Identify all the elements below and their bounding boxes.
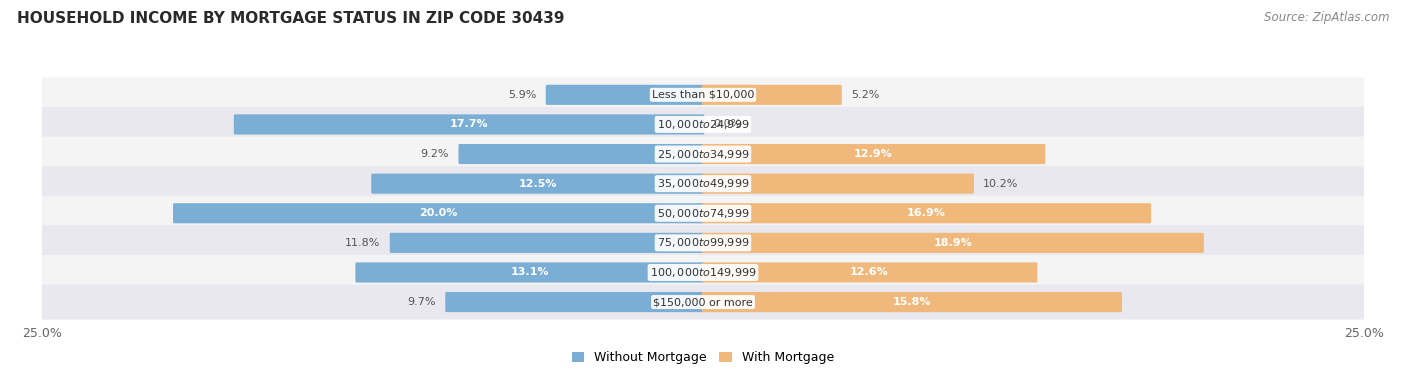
FancyBboxPatch shape	[389, 233, 704, 253]
FancyBboxPatch shape	[25, 77, 1381, 112]
FancyBboxPatch shape	[702, 174, 974, 194]
Text: $100,000 to $149,999: $100,000 to $149,999	[650, 266, 756, 279]
Legend: Without Mortgage, With Mortgage: Without Mortgage, With Mortgage	[567, 346, 839, 369]
FancyBboxPatch shape	[25, 285, 1381, 319]
Text: Less than $10,000: Less than $10,000	[652, 90, 754, 100]
Text: 11.8%: 11.8%	[344, 238, 381, 248]
FancyBboxPatch shape	[702, 144, 1045, 164]
Text: HOUSEHOLD INCOME BY MORTGAGE STATUS IN ZIP CODE 30439: HOUSEHOLD INCOME BY MORTGAGE STATUS IN Z…	[17, 11, 564, 26]
Text: $25,000 to $34,999: $25,000 to $34,999	[657, 147, 749, 161]
Text: $10,000 to $24,999: $10,000 to $24,999	[657, 118, 749, 131]
Text: $35,000 to $49,999: $35,000 to $49,999	[657, 177, 749, 190]
FancyBboxPatch shape	[356, 262, 704, 282]
FancyBboxPatch shape	[371, 174, 704, 194]
Text: 15.8%: 15.8%	[893, 297, 931, 307]
Text: $50,000 to $74,999: $50,000 to $74,999	[657, 207, 749, 220]
Text: 12.6%: 12.6%	[851, 268, 889, 277]
Text: 5.9%: 5.9%	[508, 90, 537, 100]
Text: 9.2%: 9.2%	[420, 149, 450, 159]
Text: 9.7%: 9.7%	[408, 297, 436, 307]
FancyBboxPatch shape	[25, 136, 1381, 172]
Text: Source: ZipAtlas.com: Source: ZipAtlas.com	[1264, 11, 1389, 24]
FancyBboxPatch shape	[173, 203, 704, 223]
FancyBboxPatch shape	[702, 292, 1122, 312]
FancyBboxPatch shape	[446, 292, 704, 312]
Text: 17.7%: 17.7%	[450, 119, 488, 129]
Text: 20.0%: 20.0%	[419, 208, 458, 218]
Text: 0.0%: 0.0%	[714, 119, 742, 129]
Text: $150,000 or more: $150,000 or more	[654, 297, 752, 307]
Text: 18.9%: 18.9%	[934, 238, 972, 248]
Text: 5.2%: 5.2%	[851, 90, 879, 100]
FancyBboxPatch shape	[25, 225, 1381, 260]
Text: 13.1%: 13.1%	[510, 268, 550, 277]
Text: 12.9%: 12.9%	[853, 149, 893, 159]
Text: 10.2%: 10.2%	[983, 179, 1018, 189]
FancyBboxPatch shape	[702, 203, 1152, 223]
FancyBboxPatch shape	[546, 85, 704, 105]
FancyBboxPatch shape	[458, 144, 704, 164]
Text: $75,000 to $99,999: $75,000 to $99,999	[657, 236, 749, 249]
FancyBboxPatch shape	[702, 262, 1038, 282]
FancyBboxPatch shape	[25, 107, 1381, 142]
FancyBboxPatch shape	[233, 115, 704, 135]
FancyBboxPatch shape	[702, 233, 1204, 253]
Text: 16.9%: 16.9%	[907, 208, 946, 218]
FancyBboxPatch shape	[702, 85, 842, 105]
FancyBboxPatch shape	[25, 196, 1381, 231]
Text: 12.5%: 12.5%	[519, 179, 557, 189]
FancyBboxPatch shape	[25, 166, 1381, 201]
FancyBboxPatch shape	[25, 255, 1381, 290]
